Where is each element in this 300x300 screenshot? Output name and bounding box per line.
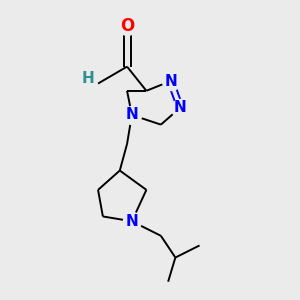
Text: N: N (174, 100, 187, 115)
Text: H: H (82, 71, 95, 86)
Text: O: O (120, 16, 134, 34)
Text: N: N (125, 214, 138, 229)
Text: N: N (125, 107, 138, 122)
Text: N: N (164, 74, 177, 88)
